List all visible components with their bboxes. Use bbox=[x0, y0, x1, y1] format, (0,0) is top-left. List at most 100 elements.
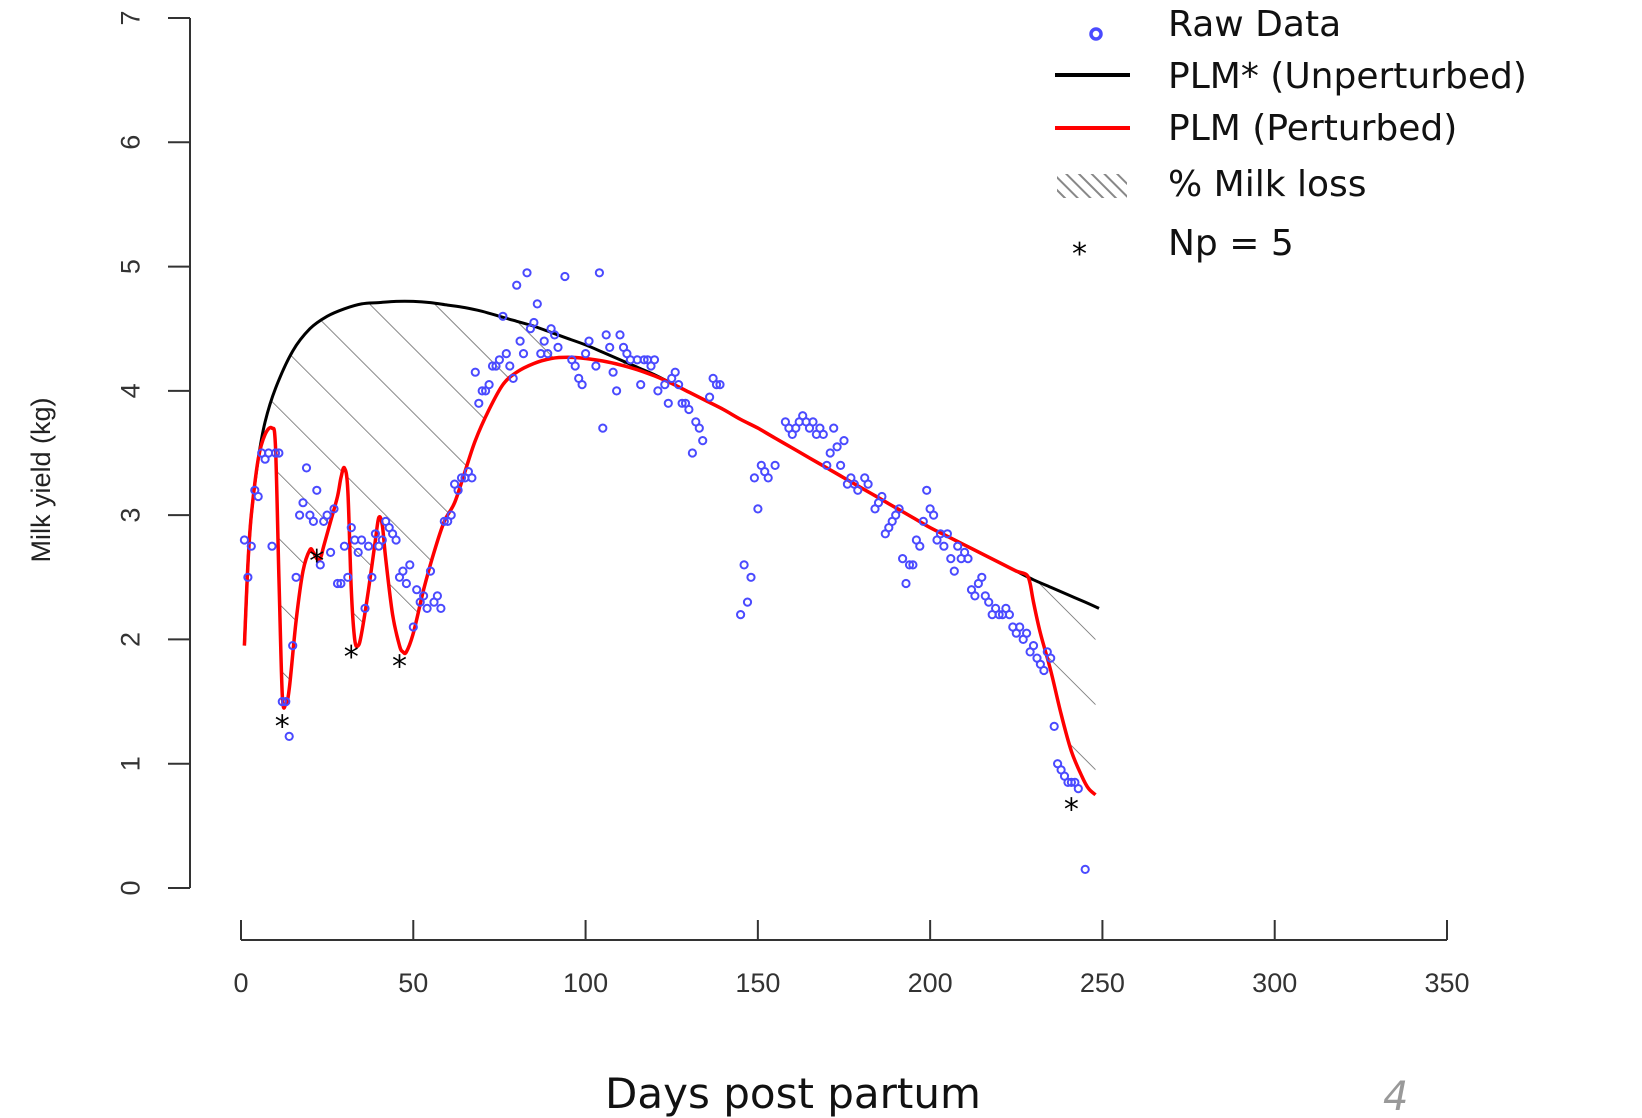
raw-data-point bbox=[401, 578, 411, 589]
raw-data-point bbox=[405, 560, 415, 570]
raw-data-point bbox=[432, 591, 442, 601]
raw-data-point bbox=[677, 398, 687, 408]
raw-data-point bbox=[684, 404, 694, 415]
y-tick-label: 5 bbox=[115, 259, 145, 274]
raw-data-point bbox=[308, 516, 318, 527]
raw-data-point bbox=[694, 423, 704, 433]
x-tick-label: 100 bbox=[563, 968, 608, 998]
y-axis-label: Milk yield (kg) bbox=[26, 397, 56, 562]
raw-data-point bbox=[332, 578, 343, 589]
perturbation-marks: * * * * * bbox=[275, 544, 1079, 828]
raw-data-point bbox=[274, 448, 284, 458]
raw-data-point bbox=[877, 491, 887, 502]
y-tick-label: 2 bbox=[115, 632, 145, 647]
raw-data-point bbox=[660, 380, 670, 390]
x-tick-label: 200 bbox=[908, 968, 953, 998]
raw-data-point bbox=[1066, 777, 1077, 788]
legend-item-np: * Np = 5 bbox=[1072, 223, 1294, 272]
raw-data-point bbox=[832, 442, 842, 452]
raw-data-point bbox=[456, 473, 467, 483]
raw-data-point bbox=[487, 361, 498, 371]
raw-data-point bbox=[267, 541, 277, 551]
x-tick-label: 300 bbox=[1252, 968, 1297, 998]
raw-data-point bbox=[963, 554, 973, 564]
raw-data-point bbox=[408, 622, 418, 632]
raw-data-point bbox=[453, 485, 463, 495]
legend-label-perturbed: PLM (Perturbed) bbox=[1168, 108, 1457, 149]
raw-data-point bbox=[295, 510, 305, 520]
raw-data-point bbox=[825, 448, 835, 458]
x-axis: 0 50 100 150 200 250 300 350 bbox=[233, 920, 1470, 998]
raw-data-point bbox=[512, 280, 522, 290]
legend-item-perturbed: PLM (Perturbed) bbox=[1055, 108, 1457, 149]
raw-data-point bbox=[904, 560, 915, 570]
raw-data-point bbox=[822, 460, 832, 470]
raw-data-point bbox=[746, 572, 756, 582]
raw-data-point bbox=[584, 336, 594, 346]
raw-data-point bbox=[363, 541, 374, 551]
raw-data-point bbox=[367, 572, 377, 582]
raw-data-point bbox=[494, 355, 504, 365]
raw-data-point bbox=[239, 535, 249, 545]
raw-data-point bbox=[446, 510, 456, 520]
raw-data-point bbox=[315, 560, 325, 570]
raw-data-point bbox=[370, 529, 380, 539]
raw-data-point bbox=[898, 554, 908, 564]
legend-item-unperturbed: PLM* (Unperturbed) bbox=[1055, 56, 1527, 97]
raw-data-point bbox=[357, 535, 367, 545]
raw-data-point bbox=[753, 504, 763, 514]
raw-data-point bbox=[322, 510, 332, 520]
perturbation-star: * bbox=[1064, 793, 1079, 828]
raw-data-point bbox=[1080, 864, 1090, 875]
raw-data-point bbox=[594, 268, 605, 278]
raw-data-point bbox=[763, 473, 773, 483]
x-tick-label: 150 bbox=[735, 968, 780, 998]
x-tick-label: 350 bbox=[1424, 968, 1469, 998]
raw-data-point bbox=[346, 523, 356, 533]
raw-data-point bbox=[939, 541, 949, 551]
raw-data-point bbox=[329, 504, 339, 514]
milk-loss-area bbox=[272, 301, 1096, 795]
raw-data-point bbox=[518, 349, 529, 359]
y-tick-label: 0 bbox=[115, 880, 145, 895]
raw-data-point bbox=[581, 349, 591, 359]
raw-data-point bbox=[539, 336, 549, 346]
raw-data-point bbox=[298, 498, 308, 508]
raw-data-point bbox=[288, 641, 298, 651]
y-tick-label: 1 bbox=[115, 756, 145, 771]
raw-data-point bbox=[636, 380, 646, 390]
raw-data-point bbox=[605, 342, 615, 352]
y-tick-label: 4 bbox=[115, 383, 145, 398]
raw-data-point bbox=[339, 541, 349, 551]
raw-data-point bbox=[474, 398, 484, 408]
raw-data-point bbox=[705, 392, 715, 402]
raw-data-point bbox=[560, 271, 570, 282]
raw-data-point bbox=[908, 560, 918, 570]
raw-data-point bbox=[439, 516, 449, 527]
raw-data-point bbox=[253, 491, 263, 502]
y-tick-label: 6 bbox=[115, 135, 145, 150]
raw-data-point bbox=[501, 349, 511, 359]
raw-data-point bbox=[853, 485, 863, 495]
raw-data-point bbox=[608, 367, 618, 377]
raw-data-point bbox=[1022, 628, 1032, 638]
raw-data-point bbox=[529, 317, 539, 328]
y-axis: 0 1 2 3 4 5 6 7 bbox=[115, 10, 191, 896]
raw-data-point bbox=[353, 547, 363, 558]
raw-data-point bbox=[984, 597, 994, 607]
legend-marker-raw-data bbox=[1089, 27, 1103, 41]
raw-data-point bbox=[484, 380, 494, 390]
raw-data-point bbox=[277, 697, 287, 707]
raw-data-point bbox=[1049, 721, 1059, 732]
perturbation-star: * bbox=[344, 640, 359, 675]
raw-data-point bbox=[894, 504, 904, 514]
raw-data-point bbox=[436, 603, 446, 614]
raw-data-point bbox=[343, 572, 353, 582]
raw-data-point bbox=[942, 529, 953, 539]
raw-data-point bbox=[663, 398, 673, 408]
raw-data-point bbox=[243, 572, 253, 582]
legend-hatch-milk-loss bbox=[1057, 174, 1127, 198]
raw-data-point bbox=[470, 367, 480, 377]
raw-data-point bbox=[336, 578, 346, 589]
